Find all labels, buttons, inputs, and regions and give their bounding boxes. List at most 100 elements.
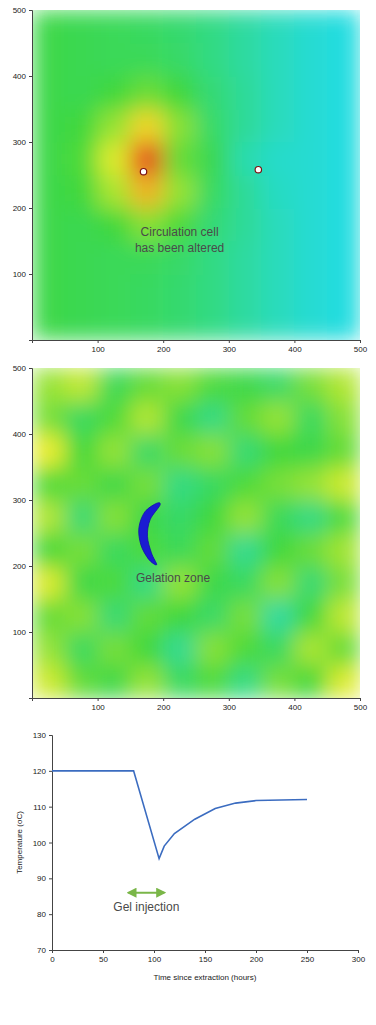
tick-label: 100 <box>91 345 105 354</box>
cell <box>32 632 65 666</box>
tick: 130 <box>33 731 52 740</box>
axis-line <box>29 11 33 341</box>
tick-mark <box>29 274 32 275</box>
cell <box>65 76 98 110</box>
tick: 80 <box>37 910 52 919</box>
cell <box>294 533 327 567</box>
cell <box>32 533 65 567</box>
tick-mark <box>29 76 32 77</box>
axis-line <box>49 736 53 951</box>
tick: 500 <box>354 340 368 354</box>
tick-label: 110 <box>33 803 46 812</box>
cell <box>98 208 131 242</box>
cell <box>163 109 196 143</box>
tick: 100 <box>91 340 105 354</box>
cell <box>130 665 163 698</box>
annotation: Circulation cell <box>141 225 219 239</box>
tick-label: 200 <box>13 562 27 571</box>
tick-label: 300 <box>13 496 27 505</box>
cell <box>32 566 65 600</box>
tick: 300 <box>13 138 32 147</box>
cell <box>196 500 229 534</box>
cell <box>262 109 295 143</box>
tick: 100 <box>91 698 105 712</box>
tick-label: 200 <box>13 204 27 213</box>
cell <box>327 467 360 501</box>
cell <box>163 434 196 468</box>
cell <box>229 208 262 242</box>
cell <box>196 401 229 435</box>
tick-mark <box>360 698 361 701</box>
cell <box>262 467 295 501</box>
cell <box>294 307 327 340</box>
tick-label: 250 <box>301 955 315 964</box>
cell <box>229 665 262 698</box>
cell <box>262 241 295 275</box>
annotation: Gelation zone <box>136 571 210 585</box>
tick-mark <box>29 434 32 435</box>
tick: 300 <box>223 340 237 354</box>
cell <box>327 241 360 275</box>
tick: 400 <box>13 72 32 81</box>
tick-label: 200 <box>157 703 171 712</box>
cell <box>65 632 98 666</box>
tick-mark <box>163 340 164 343</box>
cell <box>294 175 327 209</box>
tick-mark <box>49 914 52 915</box>
cell <box>32 307 65 340</box>
cell <box>294 401 327 435</box>
cell <box>262 307 295 340</box>
tick-label: 300 <box>223 345 237 354</box>
tick-mark <box>29 566 32 567</box>
cells <box>32 10 360 340</box>
tick: 110 <box>33 803 52 812</box>
tick-label: 200 <box>250 955 264 964</box>
cell <box>196 109 229 143</box>
cell <box>130 368 163 402</box>
cell <box>163 500 196 534</box>
tick-mark <box>256 950 257 953</box>
tick-label: 100 <box>13 628 27 637</box>
tick-label: 0 <box>50 955 55 964</box>
cell <box>163 401 196 435</box>
tick-label: 300 <box>223 703 237 712</box>
cell <box>294 566 327 600</box>
cell <box>130 43 163 77</box>
cell <box>229 43 262 77</box>
cell <box>32 43 65 77</box>
well <box>255 167 261 173</box>
plot-area <box>32 10 360 340</box>
cell <box>32 274 65 308</box>
y-axis: 100200300400500 <box>13 6 33 340</box>
tick-mark <box>29 10 32 11</box>
figure: 100200300400500100200300400500Circulatio… <box>0 0 376 1025</box>
cell <box>262 208 295 242</box>
cell <box>294 142 327 176</box>
y-axis: 708090100110120130 <box>33 731 53 955</box>
tick-mark <box>98 340 99 343</box>
cell <box>229 467 262 501</box>
tick-label: 80 <box>37 910 46 919</box>
tick-mark <box>29 208 32 209</box>
cell <box>294 274 327 308</box>
cell <box>98 401 131 435</box>
cell <box>32 10 65 44</box>
cell <box>163 467 196 501</box>
cell <box>262 142 295 176</box>
tick: 50 <box>99 950 108 964</box>
tick-mark <box>307 950 308 953</box>
cell <box>163 368 196 402</box>
cell <box>294 632 327 666</box>
axis-line <box>53 951 359 954</box>
tick-label: 150 <box>199 955 213 964</box>
cell <box>65 533 98 567</box>
annotation: has been altered <box>135 241 224 255</box>
cell <box>294 241 327 275</box>
cell <box>32 467 65 501</box>
cell <box>327 76 360 110</box>
cell <box>229 401 262 435</box>
tick-mark <box>358 950 359 953</box>
cell <box>65 665 98 698</box>
cell <box>32 434 65 468</box>
tick: 200 <box>250 950 264 964</box>
